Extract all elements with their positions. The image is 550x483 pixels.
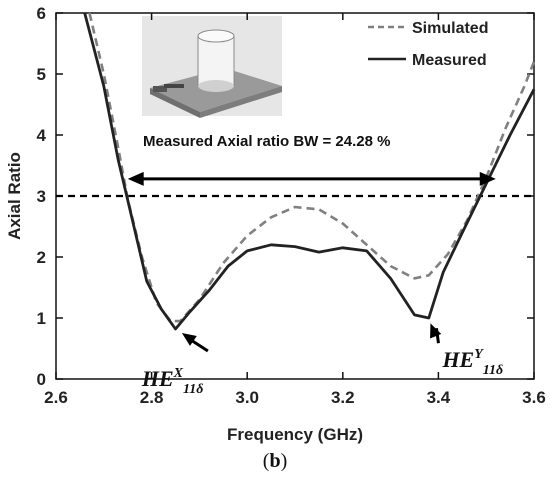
x-tick-label: 2.6: [44, 388, 68, 407]
y-tick-label: 3: [37, 187, 46, 206]
legend-simulated-label: Simulated: [412, 20, 488, 37]
y-tick-label: 5: [37, 65, 46, 84]
x-tick-label: 3.6: [522, 388, 546, 407]
series-measured-line: [83, 12, 536, 331]
axis-ticks: [55, 12, 535, 380]
antenna-photo-inset: [142, 16, 282, 118]
y-tick-label: 6: [37, 4, 46, 23]
figure-caption: (b): [0, 450, 550, 473]
caption-open: (: [262, 450, 270, 472]
caption-letter: b: [269, 450, 281, 472]
legend-measured-label: Measured: [412, 52, 487, 69]
legend: Simulated Measured: [368, 20, 488, 69]
caption-close: ): [280, 450, 288, 472]
x-tick-label: 3.0: [235, 388, 259, 407]
series-group: [83, 12, 536, 331]
x-tick-label: 3.2: [331, 388, 355, 407]
axial-ratio-chart: 2.6 2.8 3.0 3.2 3.4 3.6 0 1 2 3 4 5 6 Measured Axial…: [5, 4, 546, 444]
axis-tick-labels: 2.6 2.8 3.0 3.2 3.4 3.6 0 1 2 3 4 5 6: [37, 4, 546, 407]
mode-arrow-head: [181, 332, 197, 346]
mode-labels: HEX11δ HEY11δ: [141, 323, 503, 397]
bandwidth-arrow-head-left: [127, 171, 144, 186]
bandwidth-arrow: [127, 171, 496, 186]
y-tick-label: 4: [37, 126, 47, 145]
mode-label: HEX11δ: [141, 366, 204, 397]
y-tick-label: 0: [37, 370, 46, 389]
x-axis-title: Frequency (GHz): [227, 425, 363, 444]
mode-arrow-head: [430, 323, 442, 339]
x-tick-label: 2.8: [140, 388, 164, 407]
y-axis-title: Axial Ratio: [5, 152, 24, 240]
x-tick-label: 3.4: [427, 388, 451, 407]
bandwidth-arrow-head-right: [479, 171, 496, 186]
bandwidth-annotation: Measured Axial ratio BW = 24.28 %: [143, 133, 390, 150]
y-tick-label: 1: [37, 309, 46, 328]
y-tick-label: 2: [37, 248, 46, 267]
mode-label: HEY11δ: [441, 347, 503, 378]
